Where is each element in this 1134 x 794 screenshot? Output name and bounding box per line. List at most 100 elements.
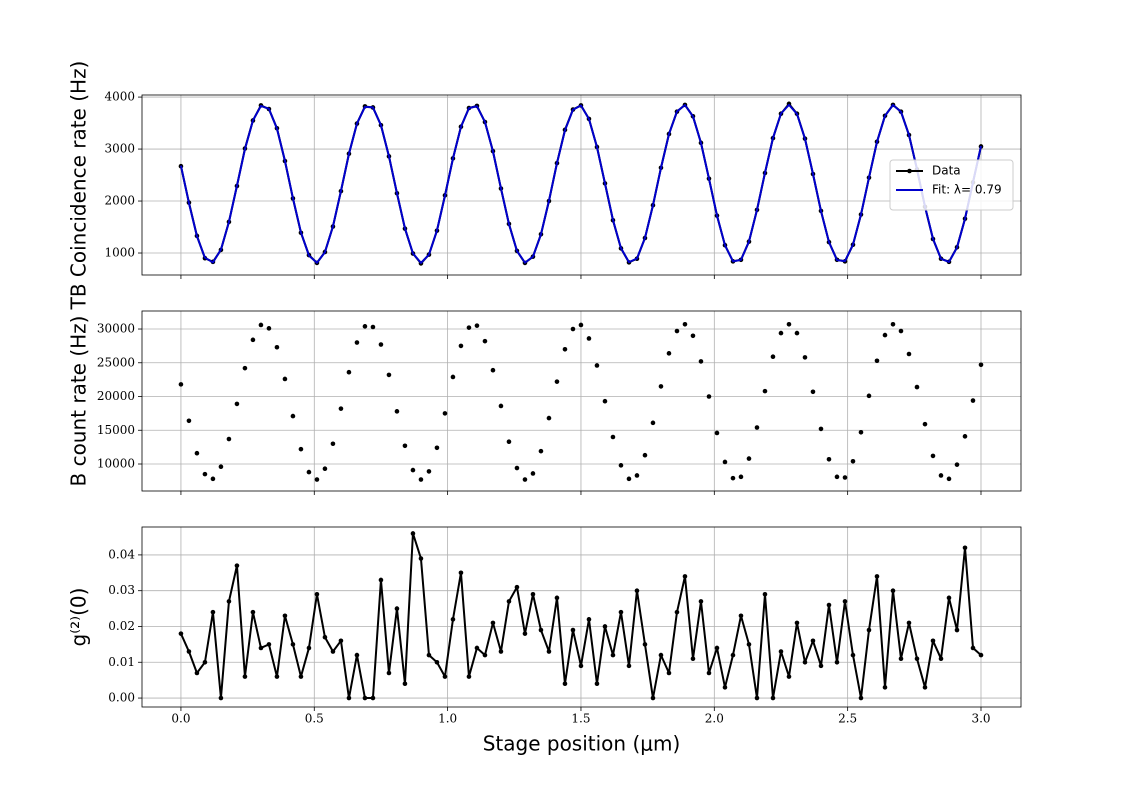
- data-point: [730, 652, 736, 658]
- data-point: [466, 325, 472, 330]
- data-point: [890, 321, 896, 327]
- data-point: [602, 398, 608, 404]
- data-point: [514, 465, 520, 471]
- axes-frame: [141, 310, 1022, 492]
- data-point: [714, 645, 720, 651]
- data-point: [370, 695, 376, 701]
- data-point: [850, 652, 856, 658]
- y-tick-label: 25000: [97, 355, 135, 369]
- data-point: [642, 642, 648, 647]
- data-point: [338, 638, 344, 644]
- data-point: [706, 394, 712, 399]
- data-point: [362, 324, 368, 329]
- data-point: [914, 656, 920, 661]
- x-tick-label: 0.5: [305, 712, 324, 726]
- legend-marker: [907, 168, 912, 174]
- data-point: [450, 617, 456, 622]
- data-point: [970, 398, 976, 403]
- data-point: [298, 446, 304, 452]
- data-point: [218, 695, 224, 701]
- data-point: [386, 372, 392, 378]
- data-point: [938, 473, 944, 478]
- data-point: [570, 627, 576, 633]
- data-point: [210, 609, 216, 615]
- data-point: [930, 453, 936, 459]
- data-point: [562, 681, 568, 687]
- data-point: [410, 467, 416, 473]
- data-point: [802, 355, 808, 360]
- data-point: [698, 359, 704, 364]
- data-point: [498, 649, 504, 654]
- data-point: [330, 649, 336, 654]
- data-point: [786, 674, 792, 679]
- data-point: [338, 406, 344, 411]
- series-line: [179, 103, 982, 264]
- data-point: [778, 330, 784, 336]
- data-point: [250, 337, 256, 343]
- data-point: [354, 340, 360, 345]
- data-point: [474, 645, 480, 651]
- data-point: [978, 652, 984, 658]
- x-tick-label: 1.5: [571, 712, 590, 726]
- data-point: [506, 439, 512, 445]
- data-point: [210, 476, 216, 482]
- data-point: [842, 475, 848, 480]
- data-point: [954, 627, 960, 633]
- data-point: [906, 620, 912, 626]
- y-axis-label: TB Coincidence rate (Hz): [67, 61, 91, 311]
- data-point: [866, 627, 872, 633]
- data-point: [498, 403, 504, 409]
- y-tick-label: 4000: [104, 90, 135, 104]
- legend-box: [889, 159, 1014, 211]
- data-point: [690, 656, 696, 661]
- data-point: [962, 434, 968, 439]
- data-point: [770, 695, 776, 701]
- data-point: [546, 415, 552, 421]
- data-point: [954, 462, 960, 467]
- data-point: [466, 674, 472, 679]
- data-point: [442, 411, 448, 416]
- y-axis-label: B count rate (Hz): [67, 316, 91, 487]
- y-tick-label: 1000: [104, 246, 135, 260]
- data-point: [226, 436, 232, 442]
- data-point: [666, 351, 672, 356]
- data-point: [194, 450, 200, 456]
- data-point: [898, 656, 904, 661]
- data-point: [570, 326, 576, 332]
- data-point: [362, 695, 368, 701]
- data-point: [578, 322, 584, 328]
- data-point: [546, 649, 552, 654]
- data-point: [858, 695, 864, 701]
- data-point: [698, 599, 704, 604]
- data-point: [898, 328, 904, 334]
- data-point: [794, 620, 800, 626]
- y-tick-label: 3000: [104, 142, 135, 156]
- data-point: [506, 599, 512, 604]
- data-point: [530, 471, 536, 476]
- data-point: [394, 409, 400, 414]
- data-point: [674, 609, 680, 615]
- data-point: [682, 574, 688, 579]
- data-point: [834, 659, 840, 665]
- data-point: [762, 388, 768, 394]
- data-point: [802, 659, 808, 665]
- data-point: [178, 382, 184, 387]
- data-point: [226, 599, 232, 604]
- data-point: [554, 595, 560, 601]
- data-point: [522, 631, 528, 636]
- data-point: [434, 659, 440, 665]
- data-point: [346, 695, 352, 701]
- data-point: [842, 599, 848, 604]
- data-point: [354, 652, 360, 658]
- y-tick-label: 2000: [104, 194, 135, 208]
- data-point: [962, 545, 968, 551]
- data-point: [370, 324, 376, 330]
- data-point: [594, 363, 600, 368]
- data-point: [970, 645, 976, 651]
- data-point: [378, 577, 384, 583]
- data-point: [914, 384, 920, 390]
- data-point: [786, 321, 792, 327]
- data-point: [522, 477, 528, 482]
- data-point: [562, 346, 568, 352]
- data-point: [946, 595, 952, 601]
